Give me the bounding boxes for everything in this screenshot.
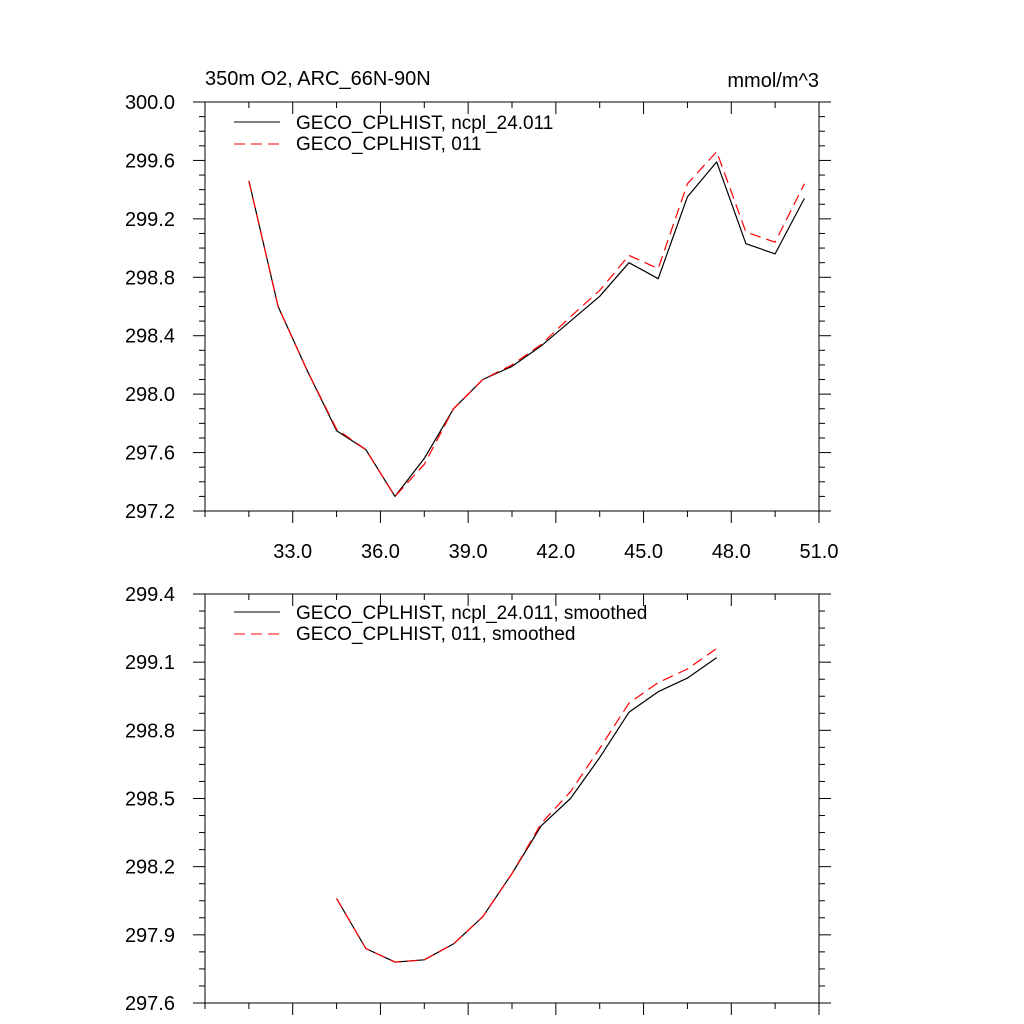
y-tick-label: 297.2 bbox=[125, 501, 175, 523]
series-line-bottom-1 bbox=[336, 657, 718, 963]
y-tick-label: 298.0 bbox=[125, 384, 175, 406]
legend-bottom: GECO_CPLHIST, ncpl_24.011, smoothed GECO… bbox=[234, 603, 647, 645]
panel-title-left: 350m O2, ARC_66N-90N bbox=[205, 68, 431, 90]
y-tick-label: 300.0 bbox=[125, 92, 175, 114]
y-tick-label: 298.8 bbox=[125, 720, 175, 742]
series-lines-top bbox=[248, 151, 805, 497]
x-tick-label: 42.0 bbox=[536, 541, 575, 563]
y-tick-label: 298.4 bbox=[125, 326, 175, 348]
y-tick-label: 299.6 bbox=[125, 150, 175, 172]
y-tick-label: 299.4 bbox=[125, 584, 175, 606]
y-tick-label: 299.1 bbox=[125, 652, 175, 674]
plot-frame-bottom bbox=[204, 593, 820, 1004]
y-tick-label: 298.5 bbox=[125, 789, 175, 811]
x-tick-label: 36.0 bbox=[361, 541, 400, 563]
axis-ticks-bottom: 297.6 297.9 298.2 298.5 298.8 299.1 299.4 bbox=[125, 584, 831, 1015]
x-tick-label: 48.0 bbox=[712, 541, 751, 563]
y-tick-label: 297.6 bbox=[125, 993, 175, 1015]
series-lines-bottom bbox=[336, 648, 718, 963]
x-tick-label: 33.0 bbox=[273, 541, 312, 563]
panel-title-right: mmol/m^3 bbox=[727, 70, 819, 92]
y-tick-label: 299.2 bbox=[125, 209, 175, 231]
axis-ticks-top: 33.0 36.0 39.0 42.0 45.0 48.0 51.0 297.2 297.6 29… bbox=[125, 92, 839, 563]
series-line-top-2 bbox=[248, 151, 805, 497]
legend-label-smoothed-1: GECO_CPLHIST, ncpl_24.011, smoothed bbox=[296, 603, 647, 624]
y-tick-label: 297.9 bbox=[125, 925, 175, 947]
plot-frame-top bbox=[204, 101, 820, 512]
series-line-bottom-2 bbox=[336, 648, 718, 963]
series-line-top-1 bbox=[248, 161, 805, 497]
panel-bottom: 297.6 297.9 298.2 298.5 298.8 299.1 299.4 GECO… bbox=[125, 584, 831, 1015]
legend-label-series-2: GECO_CPLHIST, 011 bbox=[296, 134, 482, 155]
legend-label-smoothed-2: GECO_CPLHIST, 011, smoothed bbox=[296, 624, 576, 645]
y-tick-label: 298.2 bbox=[125, 857, 175, 879]
y-tick-label: 298.8 bbox=[125, 267, 175, 289]
legend-label-series-1: GECO_CPLHIST, ncpl_24.011 bbox=[296, 113, 553, 134]
x-tick-label: 45.0 bbox=[624, 541, 663, 563]
y-tick-label: 297.6 bbox=[125, 443, 175, 465]
x-tick-label: 51.0 bbox=[800, 541, 839, 563]
panel-top: 350m O2, ARC_66N-90N mmol/m^3 33.0 36.0 39… bbox=[125, 68, 839, 563]
legend-top: GECO_CPLHIST, ncpl_24.011 GECO_CPLHIST, … bbox=[234, 113, 553, 155]
x-tick-label: 39.0 bbox=[449, 541, 488, 563]
